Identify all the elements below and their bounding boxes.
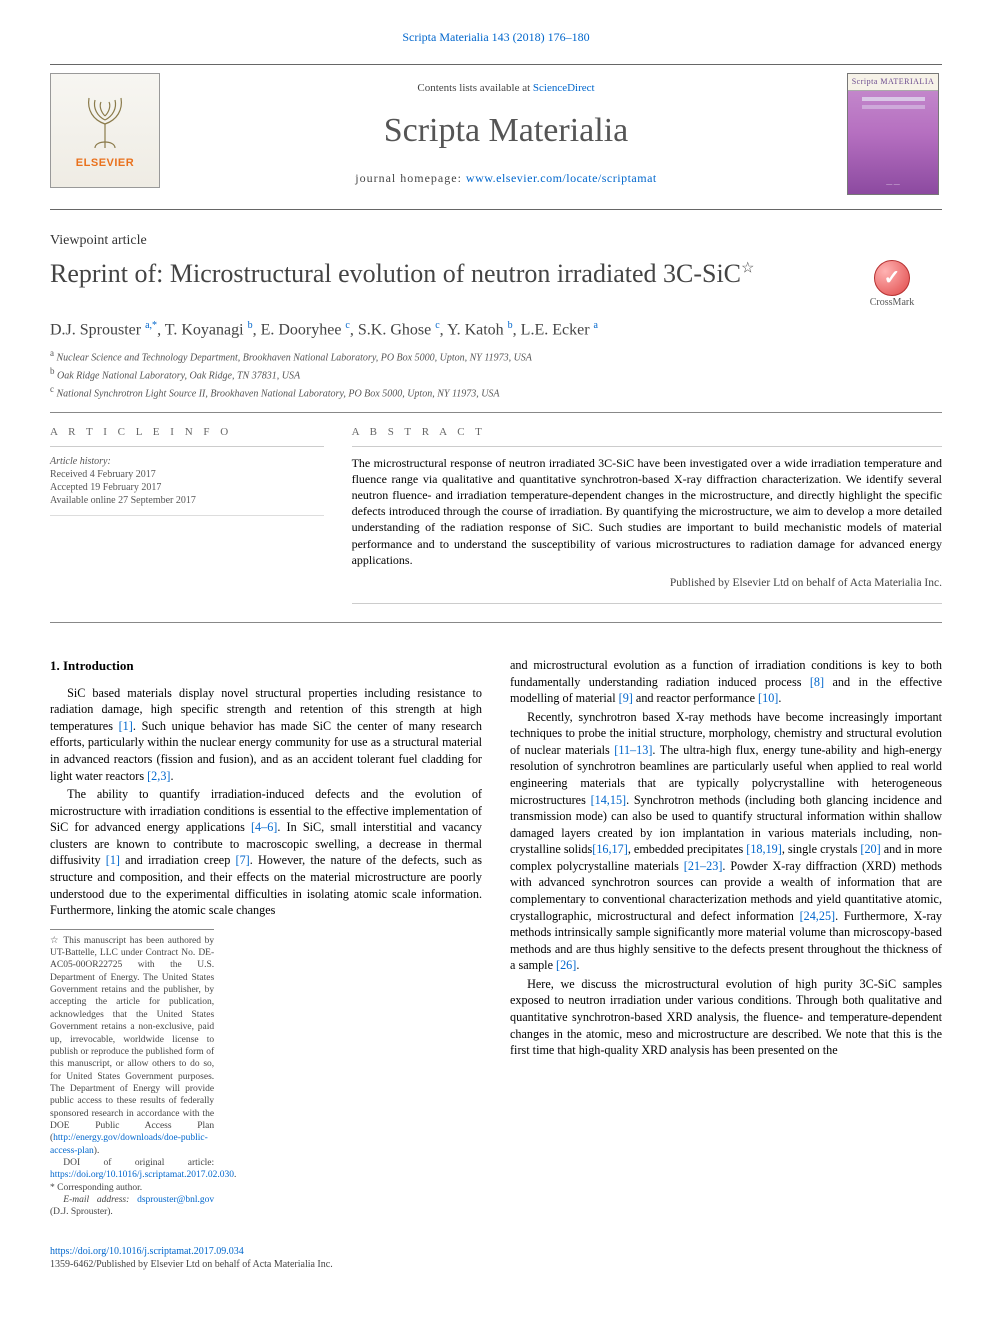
intro-para-2: The ability to quantify irradiation-indu…	[50, 786, 482, 919]
corr-email-link[interactable]: dsprouster@bnl.gov	[137, 1195, 214, 1205]
abstract-text: The microstructural response of neutron …	[352, 455, 942, 568]
citation-ref[interactable]: [7]	[236, 853, 250, 867]
journal-homepage: journal homepage: www.elsevier.com/locat…	[177, 171, 835, 187]
article-doi-link[interactable]: https://doi.org/10.1016/j.scriptamat.201…	[50, 1246, 244, 1257]
homepage-link[interactable]: www.elsevier.com/locate/scriptamat	[466, 171, 657, 185]
masthead: ELSEVIER Contents lists available at Sci…	[50, 64, 942, 210]
crossmark-label: CrossMark	[870, 296, 914, 309]
intro-para-1: SiC based materials display novel struct…	[50, 685, 482, 785]
cover-title: Scripta MATERIALIA	[848, 74, 938, 91]
article-title: Reprint of: Microstructural evolution of…	[50, 258, 828, 291]
article-info-heading: a r t i c l e i n f o	[50, 425, 324, 446]
citation-ref[interactable]: [11–13]	[614, 743, 652, 757]
citation-ref[interactable]: [16,17]	[592, 842, 628, 856]
publisher-name: ELSEVIER	[76, 156, 134, 170]
rights-line: 1359-6462/Published by Elsevier Ltd on b…	[50, 1259, 333, 1270]
article-history: Article history: Received 4 February 201…	[50, 455, 324, 516]
header-citation: Scripta Materialia 143 (2018) 176–180	[50, 30, 942, 46]
crossmark-badge[interactable]: ✓ CrossMark	[842, 258, 942, 309]
citation-ref[interactable]: [26]	[556, 958, 576, 972]
history-label: Article history:	[50, 456, 111, 467]
footnote-star: ☆ This manuscript has been authored by U…	[50, 935, 214, 1157]
publisher-logo: ELSEVIER	[50, 73, 160, 188]
section-label: Viewpoint article	[50, 232, 942, 250]
doe-plan-link[interactable]: http://energy.gov/downloads/doe-public-a…	[50, 1133, 208, 1155]
citation-ref[interactable]: [18,19]	[746, 842, 782, 856]
homepage-prefix: journal homepage:	[355, 171, 466, 185]
citation-ref[interactable]: [1]	[106, 853, 120, 867]
contents-line: Contents lists available at ScienceDirec…	[177, 81, 835, 95]
intro-para-4: Recently, synchrotron based X-ray method…	[510, 709, 942, 975]
journal-title: Scripta Materialia	[177, 109, 835, 153]
intro-para-3: and microstructural evolution as a funct…	[510, 657, 942, 707]
intro-heading: 1. Introduction	[50, 657, 482, 675]
affil-a: a Nuclear Science and Technology Departm…	[50, 347, 942, 365]
authors: D.J. Sprouster a,*, T. Koyanagi b, E. Do…	[50, 319, 942, 341]
rule-below-abstract	[50, 622, 942, 623]
citation-ref[interactable]: [20]	[860, 842, 880, 856]
footnotes: ☆ This manuscript has been authored by U…	[50, 929, 214, 1219]
affiliations: a Nuclear Science and Technology Departm…	[50, 347, 942, 400]
history-accepted: Accepted 19 February 2017	[50, 482, 161, 493]
footnote-email: E-mail address: dsprouster@bnl.gov (D.J.…	[50, 1194, 214, 1219]
article-title-text: Reprint of: Microstructural evolution of…	[50, 259, 741, 288]
citation-ref[interactable]: [14,15]	[591, 793, 627, 807]
footnote-doi: DOI of original article: https://doi.org…	[50, 1157, 214, 1182]
affil-c: c National Synchrotron Light Source II, …	[50, 383, 942, 401]
affil-b: b Oak Ridge National Laboratory, Oak Rid…	[50, 365, 942, 383]
citation-ref[interactable]: [1]	[119, 719, 133, 733]
sciencedirect-link[interactable]: ScienceDirect	[533, 82, 595, 94]
citation-ref[interactable]: [21–23]	[684, 859, 723, 873]
citation-ref[interactable]: [4–6]	[251, 820, 277, 834]
history-online: Available online 27 September 2017	[50, 495, 196, 506]
rule-above-abstract	[50, 412, 942, 413]
journal-cover-thumb: Scripta MATERIALIA — —	[847, 73, 939, 195]
title-footnote-star: ☆	[741, 260, 754, 276]
abstract-heading: a b s t r a c t	[352, 425, 942, 446]
intro-para-5: Here, we discuss the microstructural evo…	[510, 976, 942, 1059]
crossmark-icon: ✓	[874, 260, 910, 296]
citation-ref[interactable]: [24,25]	[800, 909, 836, 923]
citation-ref[interactable]: [10]	[758, 691, 778, 705]
page-footer: https://doi.org/10.1016/j.scriptamat.201…	[50, 1245, 942, 1272]
citation-ref[interactable]: [9]	[619, 691, 633, 705]
citation-ref[interactable]: [8]	[810, 675, 824, 689]
footnote-corr: * Corresponding author.	[50, 1182, 214, 1194]
original-doi-link[interactable]: https://doi.org/10.1016/j.scriptamat.201…	[50, 1170, 234, 1180]
history-received: Received 4 February 2017	[50, 469, 156, 480]
elsevier-tree-icon	[75, 90, 135, 150]
cover-foot: — —	[848, 182, 938, 190]
publisher-line: Published by Elsevier Ltd on behalf of A…	[352, 576, 942, 591]
abstract-block: a b s t r a c t The microstructural resp…	[352, 425, 942, 604]
article-info-block: a r t i c l e i n f o Article history: R…	[50, 425, 324, 604]
body-columns: 1. Introduction SiC based materials disp…	[50, 657, 942, 1219]
citation-ref[interactable]: [2,3]	[147, 769, 170, 783]
contents-prefix: Contents lists available at	[417, 82, 532, 94]
